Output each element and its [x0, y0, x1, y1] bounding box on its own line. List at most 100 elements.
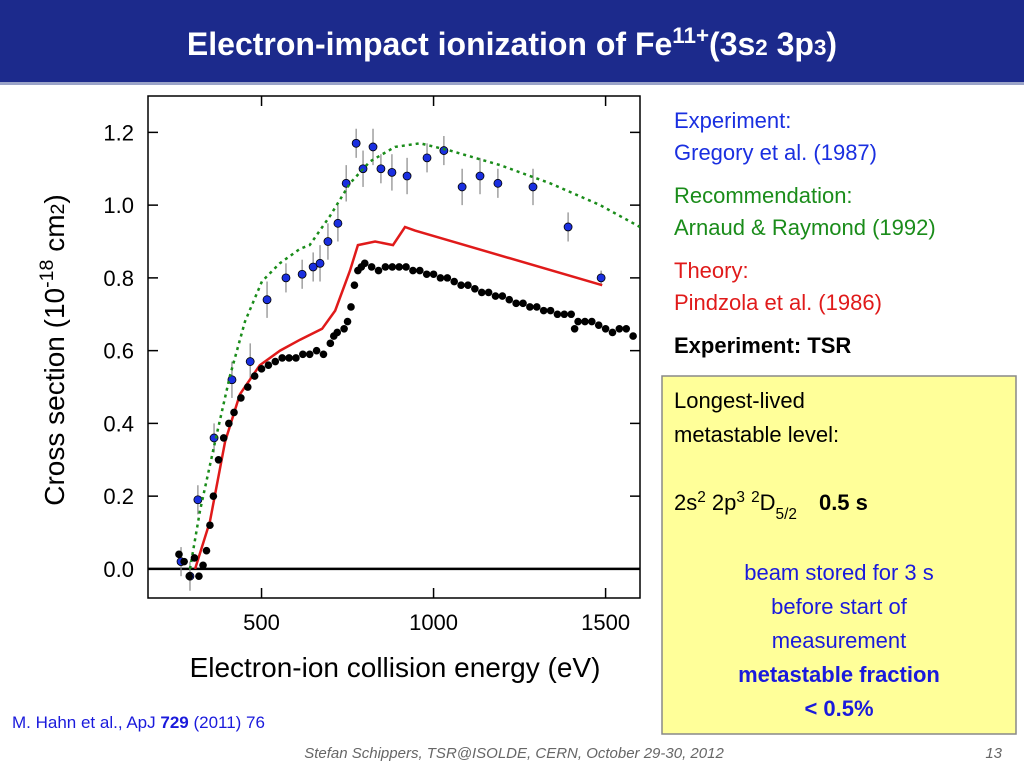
legend-reference: Pindzola et al. (1986) — [674, 290, 882, 315]
data-point — [340, 325, 348, 333]
y-axis-label-part: -18 — [36, 259, 58, 287]
storage-line: beam stored for 3 s — [744, 560, 934, 585]
data-point — [271, 357, 280, 366]
data-point — [546, 306, 555, 315]
data-point — [388, 263, 397, 271]
fraction-line: metastable fraction — [738, 662, 940, 687]
lifetime: 0.5 s — [819, 490, 868, 515]
x-tick-label: 1000 — [409, 610, 458, 635]
data-point — [519, 299, 527, 308]
data-point — [323, 237, 333, 246]
y-tick-label: 0.0 — [103, 557, 134, 582]
page-number: 13 — [985, 745, 1002, 762]
data-point — [457, 182, 467, 192]
data-point — [285, 354, 293, 362]
data-point — [422, 270, 431, 279]
data-point — [581, 317, 589, 326]
level-part: 5/2 — [776, 506, 797, 523]
data-point — [402, 171, 412, 181]
data-point — [308, 262, 318, 272]
data-point — [367, 263, 376, 271]
data-point — [574, 317, 582, 326]
data-point — [387, 167, 397, 177]
data-point — [343, 317, 352, 326]
legend-name: Recommendation: — [674, 183, 853, 208]
data-point — [539, 306, 548, 315]
data-point — [225, 419, 233, 428]
data-point — [505, 295, 514, 304]
legend-name: Theory: — [674, 258, 749, 283]
x-axis-label: Electron-ion collision energy (eV) — [190, 652, 601, 683]
data-point — [175, 550, 183, 559]
data-point — [326, 339, 335, 348]
data-point — [629, 332, 637, 340]
data-point — [457, 281, 465, 289]
data-point — [292, 354, 300, 362]
legend-reference: Arnaud & Raymond (1992) — [674, 215, 936, 240]
slide-title-part: 3 — [814, 35, 826, 60]
data-point — [257, 365, 266, 373]
level-part: 2s — [674, 490, 697, 515]
data-point — [245, 357, 255, 366]
data-point — [439, 146, 449, 155]
data-point — [484, 288, 493, 297]
data-point — [374, 266, 383, 275]
data-point — [297, 269, 307, 279]
y-axis-label-part: ) — [39, 194, 70, 203]
y-axis-label-part: 2 — [47, 204, 69, 215]
data-point — [185, 572, 194, 580]
y-tick-label: 0.2 — [103, 484, 134, 509]
data-point — [596, 273, 606, 283]
y-tick-label: 1.0 — [103, 193, 134, 218]
level-part: 2p — [706, 490, 737, 515]
data-point — [202, 546, 211, 555]
y-tick-label: 1.2 — [103, 120, 134, 145]
data-point — [214, 455, 223, 464]
data-point — [491, 292, 500, 300]
data-point — [305, 350, 314, 359]
data-point — [333, 328, 342, 337]
legend-name: Experiment: TSR — [674, 333, 851, 358]
note-line: Longest-lived — [674, 388, 805, 413]
data-point — [281, 273, 291, 283]
data-point — [230, 408, 238, 417]
data-point — [195, 572, 203, 580]
data-point — [416, 266, 424, 275]
x-tick-label: 500 — [243, 610, 280, 635]
footer-text: Stefan Schippers, TSR@ISOLDE, CERN, Octo… — [304, 745, 724, 762]
fraction-line: < 0.5% — [804, 696, 873, 721]
data-point — [312, 346, 321, 355]
data-point — [422, 153, 432, 163]
data-point — [622, 325, 631, 333]
citation-part: M. Hahn et al., ApJ — [12, 713, 160, 732]
data-point — [528, 182, 538, 192]
slide-title: Electron-impact ionization of Fe11+(3s2 … — [187, 23, 837, 63]
slide-title-part: 3p — [768, 26, 814, 62]
data-point — [436, 274, 445, 282]
data-point — [250, 372, 259, 380]
data-point — [464, 281, 472, 289]
data-point — [563, 222, 573, 232]
metastable-level: 2s2 2p3 2D5/2 0.5 s — [674, 489, 868, 523]
data-point — [498, 292, 507, 300]
data-point — [402, 263, 410, 271]
data-point — [350, 281, 359, 289]
level-part: D — [760, 490, 776, 515]
data-point — [347, 303, 355, 311]
data-point — [199, 561, 207, 570]
plot-frame — [147, 95, 641, 599]
data-point — [526, 303, 534, 311]
data-point — [615, 325, 624, 333]
data-point — [376, 164, 386, 174]
legend-name: Experiment: — [674, 108, 791, 133]
data-point — [477, 288, 486, 297]
data-point — [278, 354, 286, 362]
legend-reference: Gregory et al. (1987) — [674, 140, 877, 165]
data-point — [471, 284, 479, 293]
data-point — [206, 521, 214, 530]
data-point — [381, 263, 390, 271]
slide-title-part: Electron-impact ionization of Fe — [187, 26, 672, 62]
slide-title-part: ) — [826, 26, 837, 62]
data-point — [594, 321, 603, 329]
